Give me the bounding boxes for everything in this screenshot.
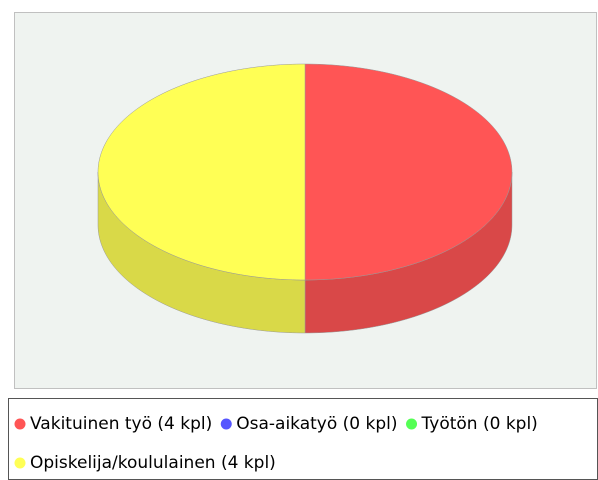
legend-label: Opiskelija/koululainen (4 kpl) (30, 453, 276, 473)
legend-swatch (220, 418, 232, 430)
legend-label: Vakituinen työ (4 kpl) (30, 414, 212, 434)
slice (304, 63, 513, 281)
legend-label: Työtön (0 kpl) (421, 414, 538, 434)
legend-label: Osa-aikatyö (0 kpl) (236, 414, 397, 434)
legend-swatch (14, 457, 26, 469)
legend-swatch (406, 418, 418, 430)
slice (97, 63, 306, 281)
legend-swatch (14, 418, 26, 430)
legend-box (8, 398, 598, 480)
